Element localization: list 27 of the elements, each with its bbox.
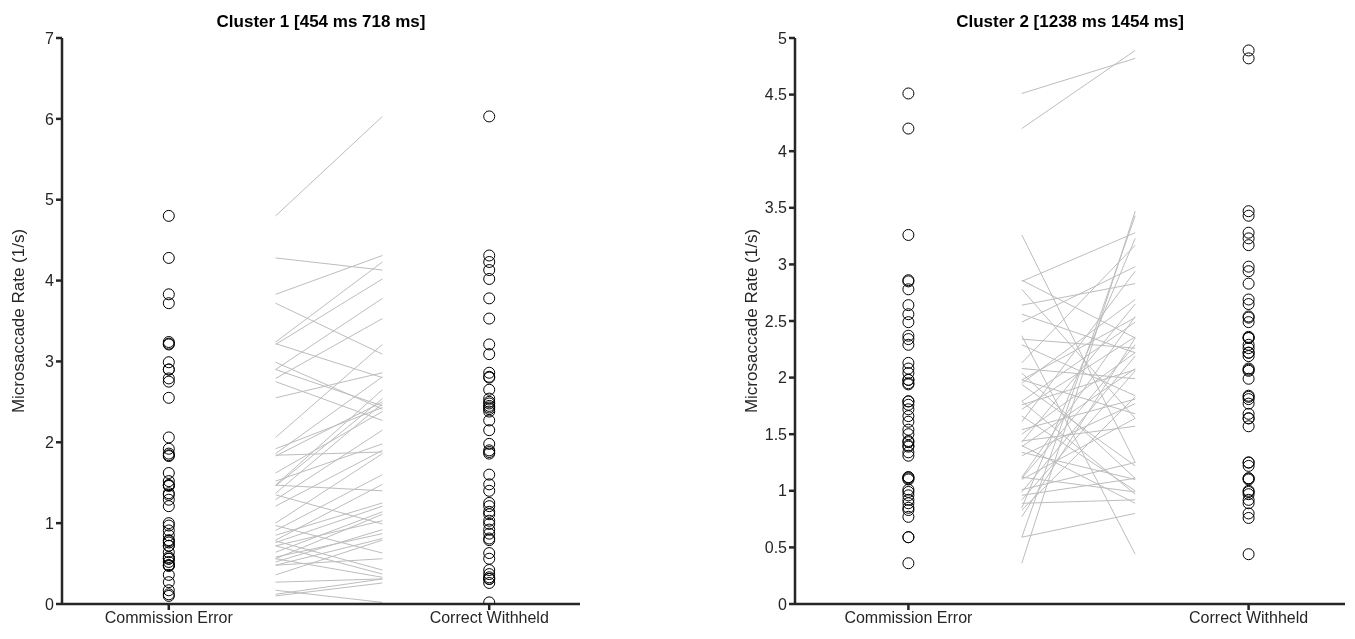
y-tick-label: 4 bbox=[45, 272, 55, 290]
y-tick-label: 4.5 bbox=[764, 86, 788, 104]
x-tick-label: Commission Error bbox=[104, 609, 234, 627]
x-tick-label: Correct Withheld bbox=[429, 609, 549, 627]
y-tick-label: 5 bbox=[778, 29, 788, 47]
y-tick-label: 0 bbox=[45, 595, 55, 613]
y-tick-label: 0.5 bbox=[764, 539, 788, 557]
y-tick-label: 2 bbox=[778, 369, 788, 387]
y-tick-label: 1 bbox=[45, 514, 55, 532]
y-tick-label: 3 bbox=[778, 256, 788, 274]
chart-title: Cluster 2 [1238 ms 1454 ms] bbox=[955, 12, 1185, 32]
y-tick-label: 6 bbox=[45, 110, 55, 128]
y-tick-label: 2.5 bbox=[764, 312, 788, 330]
x-tick-label: Correct Withheld bbox=[1189, 609, 1309, 627]
y-tick-label: 1 bbox=[778, 482, 788, 500]
y-tick-label: 1.5 bbox=[764, 425, 788, 443]
y-tick-label: 4 bbox=[778, 142, 788, 160]
y-tick-label: 5 bbox=[45, 191, 55, 209]
y-axis-title: Microsaccade Rate (1/s) bbox=[742, 228, 761, 414]
x-tick-label: Commission Error bbox=[844, 609, 974, 627]
y-tick-label: 7 bbox=[45, 29, 55, 47]
y-axis-title: Microsaccade Rate (1/s) bbox=[9, 228, 28, 414]
y-tick-label: 3.5 bbox=[764, 199, 788, 217]
y-tick-label: 2 bbox=[45, 433, 55, 451]
chart-title: Cluster 1 [454 ms 718 ms] bbox=[215, 12, 427, 32]
y-tick-label: 0 bbox=[778, 595, 788, 613]
y-tick-label: 3 bbox=[45, 353, 55, 371]
